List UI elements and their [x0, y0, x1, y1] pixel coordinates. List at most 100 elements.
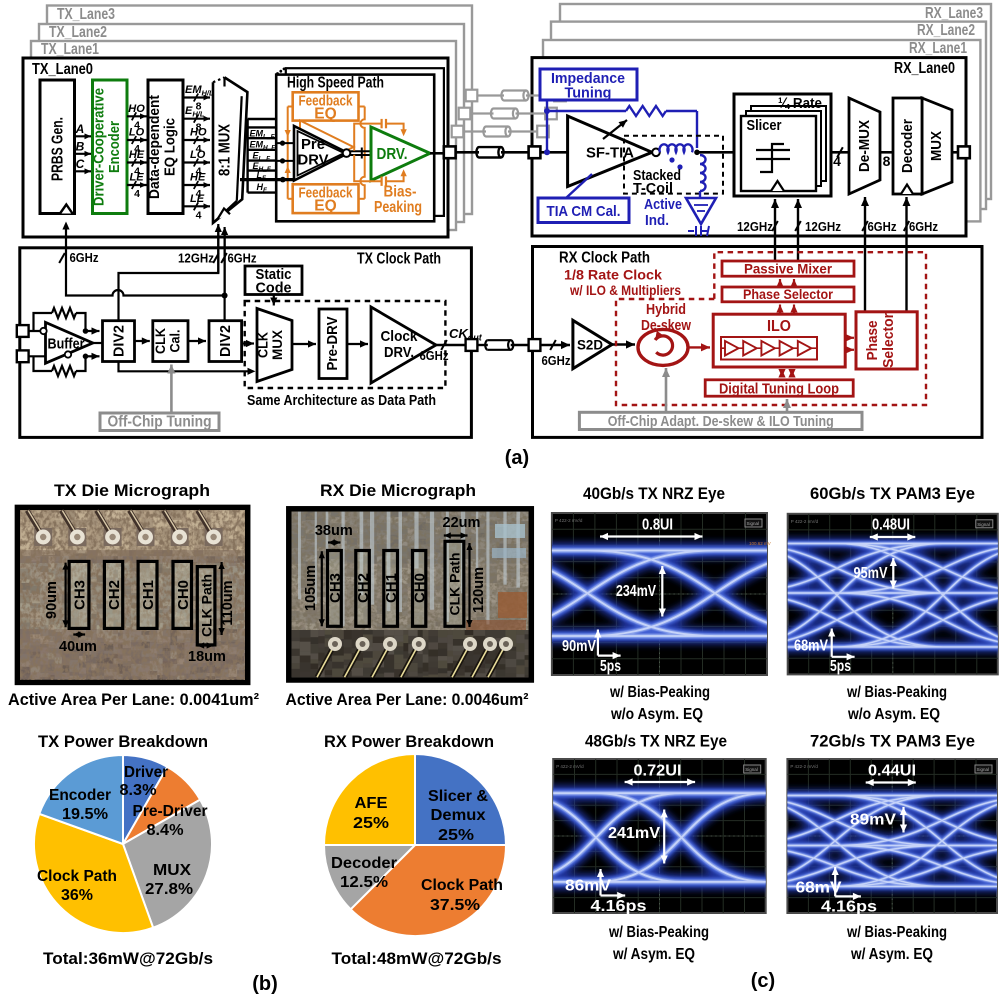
svg-text:6GHz: 6GHz [909, 219, 938, 234]
svg-text:MUX: MUX [269, 329, 285, 360]
svg-text:105um: 105um [303, 565, 319, 611]
svg-text:CH2: CH2 [355, 573, 372, 603]
svg-text:36%: 36% [61, 887, 93, 904]
svg-text:CLK: CLK [255, 332, 271, 358]
svg-text:Feedback: Feedback [299, 185, 354, 202]
svg-text:TX_Lane0: TX_Lane0 [32, 61, 93, 78]
svg-text:AFE: AFE [355, 795, 388, 812]
svg-text:HO: HO [128, 103, 145, 115]
svg-text:Digital Tuning Loop: Digital Tuning Loop [719, 382, 839, 398]
svg-text:TX_Lane1: TX_Lane1 [41, 41, 99, 58]
svg-text:Signal: Signal [977, 522, 990, 527]
svg-text:RX_Lane2: RX_Lane2 [917, 22, 975, 39]
svg-text:RX Power Breakdown: RX Power Breakdown [324, 733, 494, 751]
svg-text:6GHz: 6GHz [868, 219, 897, 234]
svg-text:(a): (a) [505, 447, 529, 469]
svg-text:90um: 90um [44, 581, 60, 619]
svg-text:Off-Chip Adapt. De-skew & ILO: Off-Chip Adapt. De-skew & ILO Tuning [608, 413, 834, 430]
svg-text:12.5%: 12.5% [340, 874, 388, 891]
svg-text:38um: 38um [315, 523, 353, 539]
svg-text:25%: 25% [353, 815, 389, 832]
svg-text:68mV: 68mV [796, 880, 843, 897]
svg-text:CH1: CH1 [140, 580, 157, 610]
svg-text:TIA CM Cal.: TIA CM Cal. [547, 203, 621, 220]
svg-text:100.62 mV: 100.62 mV [749, 541, 771, 546]
svg-text:CH2: CH2 [106, 580, 123, 610]
svg-text:Peaking: Peaking [374, 199, 422, 216]
svg-text:Tuning: Tuning [565, 85, 612, 102]
svg-text:40um: 40um [59, 639, 97, 655]
svg-text:72Gb/s TX PAM3 Eye: 72Gb/s TX PAM3 Eye [810, 733, 975, 751]
svg-text:S2D: S2D [577, 338, 603, 353]
svg-text:4: 4 [196, 209, 202, 221]
svg-text:RX_Lane0: RX_Lane0 [894, 60, 955, 77]
svg-text:TX Power Breakdown: TX Power Breakdown [38, 733, 208, 751]
svg-text:110um: 110um [220, 580, 236, 625]
svg-text:4: 4 [134, 166, 140, 178]
svg-text:De-skew: De-skew [641, 317, 691, 334]
svg-text:40Gb/s TX NRZ Eye: 40Gb/s TX NRZ Eye [583, 485, 725, 503]
svg-text:120um: 120um [471, 567, 487, 613]
svg-text:4.16ps: 4.16ps [821, 899, 877, 916]
svg-text:CH3: CH3 [72, 580, 89, 610]
svg-text:De-MUX: De-MUX [856, 120, 873, 172]
svg-text:90mV: 90mV [562, 638, 597, 655]
svg-text:18um: 18um [188, 649, 226, 665]
svg-text:89mV: 89mV [850, 812, 897, 829]
svg-text:Selector: Selector [881, 313, 897, 368]
svg-text:DIV2: DIV2 [218, 325, 234, 357]
svg-text:Total:48mW@72Gb/s: Total:48mW@72Gb/s [332, 950, 502, 968]
svg-text:EQ Logic: EQ Logic [163, 118, 179, 176]
svg-text:Static: Static [256, 266, 292, 283]
svg-text:Total:36mW@72Gb/s: Total:36mW@72Gb/s [43, 950, 213, 968]
svg-text:Encoder: Encoder [107, 121, 123, 173]
svg-text:CH1: CH1 [383, 573, 400, 603]
svg-text:EQ: EQ [314, 106, 336, 123]
svg-text:w/ ILO & Multipliers: w/ ILO & Multipliers [569, 282, 681, 298]
svg-text:HF: HF [257, 182, 269, 194]
svg-text:P 422-2 mV/d: P 422-2 mV/d [791, 519, 819, 524]
svg-text:0.72UI: 0.72UI [634, 763, 682, 780]
svg-text:19.5%: 19.5% [62, 806, 108, 823]
svg-text:68mV: 68mV [794, 638, 829, 655]
svg-text:6GHz: 6GHz [228, 251, 257, 266]
svg-text:8: 8 [196, 101, 202, 113]
svg-text:8: 8 [196, 122, 202, 134]
svg-text:CLK: CLK [152, 328, 168, 354]
svg-text:w/ Bias-Peaking: w/ Bias-Peaking [608, 924, 709, 941]
svg-text:P 422-2 mV/d: P 422-2 mV/d [555, 518, 583, 523]
svg-text:¼ Rate: ¼ Rate [778, 95, 822, 112]
svg-text:Signal: Signal [977, 767, 990, 772]
svg-text:Impedance: Impedance [551, 70, 625, 87]
svg-text:8.3%: 8.3% [120, 782, 157, 799]
svg-text:High Speed Path: High Speed Path [287, 75, 384, 92]
svg-text:HE: HE [129, 149, 145, 161]
svg-text:DRV.: DRV. [377, 146, 408, 163]
svg-text:Clock: Clock [381, 328, 419, 345]
svg-text:48Gb/s TX NRZ Eye: 48Gb/s TX NRZ Eye [585, 733, 727, 751]
svg-text:Active: Active [644, 196, 682, 213]
svg-text:Active Area Per Lane: 0.0041um: Active Area Per Lane: 0.0041um² [8, 691, 259, 709]
svg-text:4: 4 [196, 166, 202, 178]
svg-text:8:1 MUX: 8:1 MUX [217, 123, 234, 176]
svg-text:Same Architecture as Data Path: Same Architecture as Data Path [247, 393, 436, 409]
svg-text:5ps: 5ps [830, 658, 851, 675]
svg-text:C: C [76, 157, 85, 171]
svg-text:LF: LF [257, 170, 268, 182]
svg-text:Cal.: Cal. [167, 330, 183, 353]
svg-text:4.16ps: 4.16ps [591, 898, 647, 915]
svg-text:Active Area Per Lane: 0.0046um: Active Area Per Lane: 0.0046um² [286, 691, 529, 709]
svg-text:Encoder: Encoder [49, 787, 111, 804]
svg-text:CH0: CH0 [175, 580, 192, 610]
svg-text:60Gb/s TX PAM3 Eye: 60Gb/s TX PAM3 Eye [810, 485, 975, 503]
svg-text:P 422-2 mV/d: P 422-2 mV/d [556, 764, 584, 769]
svg-text:(b): (b) [252, 973, 278, 995]
svg-text:4: 4 [196, 188, 202, 200]
svg-text:Pre-DRV: Pre-DRV [325, 316, 341, 370]
svg-text:LO: LO [190, 149, 206, 161]
svg-text:4: 4 [134, 188, 140, 200]
svg-text:Feedback: Feedback [299, 93, 354, 110]
svg-text:HE: HE [190, 172, 206, 184]
svg-text:37.5%: 37.5% [430, 897, 480, 914]
svg-text:TX_Lane2: TX_Lane2 [49, 24, 107, 41]
